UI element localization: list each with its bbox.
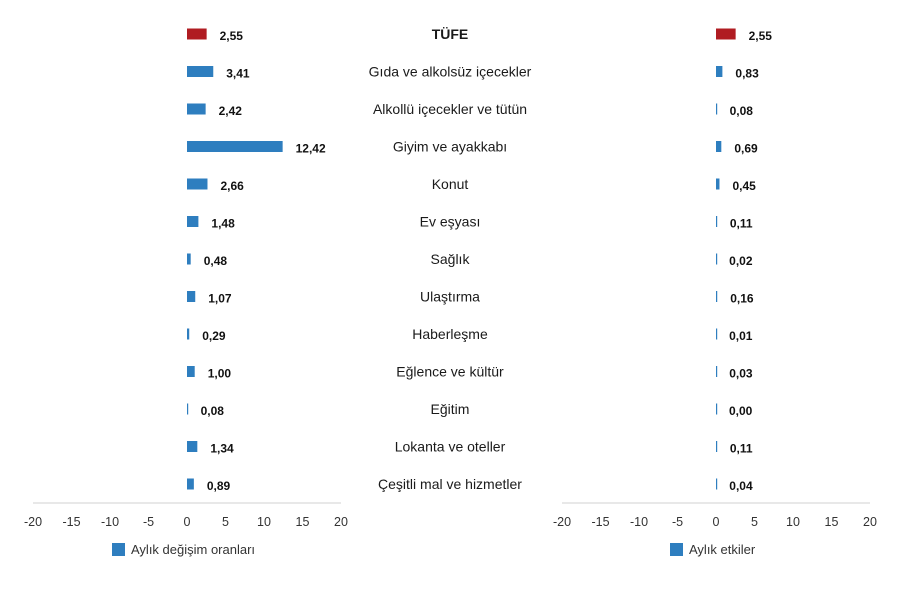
category-label: TÜFE bbox=[432, 26, 469, 42]
bar bbox=[716, 178, 720, 190]
value-label: 3,41 bbox=[226, 67, 250, 81]
bar bbox=[187, 291, 196, 302]
category-label: Ev eşyası bbox=[420, 214, 481, 230]
value-label: 1,07 bbox=[208, 292, 232, 306]
category-label: Giyim ve ayakkabı bbox=[393, 139, 507, 155]
x-tick-label: 0 bbox=[713, 515, 720, 529]
value-label: 0,04 bbox=[729, 479, 753, 493]
x-tick-label: 15 bbox=[296, 515, 310, 529]
bar bbox=[187, 441, 198, 452]
x-tick-label: 5 bbox=[751, 515, 758, 529]
value-label: 1,34 bbox=[210, 442, 234, 456]
bar bbox=[716, 366, 718, 377]
bar bbox=[716, 328, 718, 340]
x-tick-label: -10 bbox=[101, 515, 119, 529]
category-label: Çeşitli mal ve hizmetler bbox=[378, 476, 522, 492]
x-tick-label: -20 bbox=[24, 515, 42, 529]
legend-label-right: Aylık etkiler bbox=[689, 542, 756, 557]
x-tick-label: 10 bbox=[257, 515, 271, 529]
value-label: 0,69 bbox=[734, 142, 758, 156]
value-label: 0,00 bbox=[729, 404, 753, 418]
value-label: 0,29 bbox=[202, 329, 226, 343]
value-label: 2,42 bbox=[219, 104, 243, 118]
x-tick-label: 10 bbox=[786, 515, 800, 529]
bar bbox=[187, 328, 190, 340]
bar bbox=[187, 178, 208, 190]
category-label: Konut bbox=[432, 176, 469, 192]
x-tick-label: -5 bbox=[672, 515, 683, 529]
value-label: 2,66 bbox=[220, 179, 244, 193]
value-label: 0,48 bbox=[204, 254, 228, 268]
x-tick-label: 20 bbox=[863, 515, 877, 529]
bar bbox=[716, 478, 718, 490]
value-label: 12,42 bbox=[296, 142, 326, 156]
value-label: 0,08 bbox=[201, 404, 225, 418]
value-label: 0,02 bbox=[729, 254, 753, 268]
bar bbox=[187, 253, 191, 265]
value-label: 0,01 bbox=[729, 329, 753, 343]
category-label: Gıda ve alkolsüz içecekler bbox=[369, 64, 532, 80]
bar bbox=[187, 216, 199, 227]
x-tick-label: -15 bbox=[62, 515, 80, 529]
bar bbox=[187, 366, 195, 377]
category-label: Eğitim bbox=[431, 401, 470, 417]
legend-label-left: Aylık değişim oranları bbox=[131, 542, 256, 557]
legend-right: Aylık etkiler bbox=[670, 542, 755, 557]
legend-left: Aylık değişim oranları bbox=[112, 542, 255, 557]
value-label: 1,00 bbox=[208, 367, 232, 381]
category-label: Alkollü içecekler ve tütün bbox=[373, 101, 527, 117]
category-label: Eğlence ve kültür bbox=[396, 364, 504, 380]
x-tick-label: 5 bbox=[222, 515, 229, 529]
value-label: 2,55 bbox=[749, 29, 773, 43]
x-tick-label: -20 bbox=[553, 515, 571, 529]
bar bbox=[716, 216, 718, 227]
legend-swatch-right bbox=[670, 543, 683, 556]
category-label: Ulaştırma bbox=[420, 289, 480, 305]
value-label: 0,16 bbox=[730, 292, 754, 306]
category-label: Sağlık bbox=[431, 251, 471, 267]
bar bbox=[187, 66, 214, 77]
legend-swatch-left bbox=[112, 543, 125, 556]
bar bbox=[187, 478, 194, 490]
x-tick-label: 15 bbox=[825, 515, 839, 529]
x-tick-label: -10 bbox=[630, 515, 648, 529]
category-label: Haberleşme bbox=[412, 326, 488, 342]
bar bbox=[187, 103, 206, 115]
value-label: 0,83 bbox=[735, 67, 759, 81]
value-label: 0,11 bbox=[730, 442, 753, 456]
category-label: Lokanta ve oteller bbox=[395, 439, 506, 455]
bar bbox=[716, 253, 718, 265]
bar bbox=[716, 141, 722, 152]
value-label: 0,08 bbox=[730, 104, 754, 118]
value-label: 0,03 bbox=[729, 367, 753, 381]
bar bbox=[187, 28, 207, 40]
bar bbox=[716, 103, 718, 115]
value-label: 2,55 bbox=[220, 29, 244, 43]
value-label: 1,48 bbox=[211, 217, 235, 231]
x-tick-label: 0 bbox=[184, 515, 191, 529]
value-label: 0,11 bbox=[730, 217, 753, 231]
x-tick-label: -5 bbox=[143, 515, 154, 529]
value-label: 0,45 bbox=[732, 179, 756, 193]
bar bbox=[716, 403, 718, 415]
x-tick-label: 20 bbox=[334, 515, 348, 529]
value-label: 0,89 bbox=[207, 479, 231, 493]
bar bbox=[716, 28, 736, 40]
bar bbox=[716, 441, 718, 452]
bar bbox=[716, 291, 718, 302]
bar bbox=[716, 66, 723, 77]
bar bbox=[187, 141, 283, 152]
bar bbox=[187, 403, 189, 415]
x-tick-label: -15 bbox=[591, 515, 609, 529]
